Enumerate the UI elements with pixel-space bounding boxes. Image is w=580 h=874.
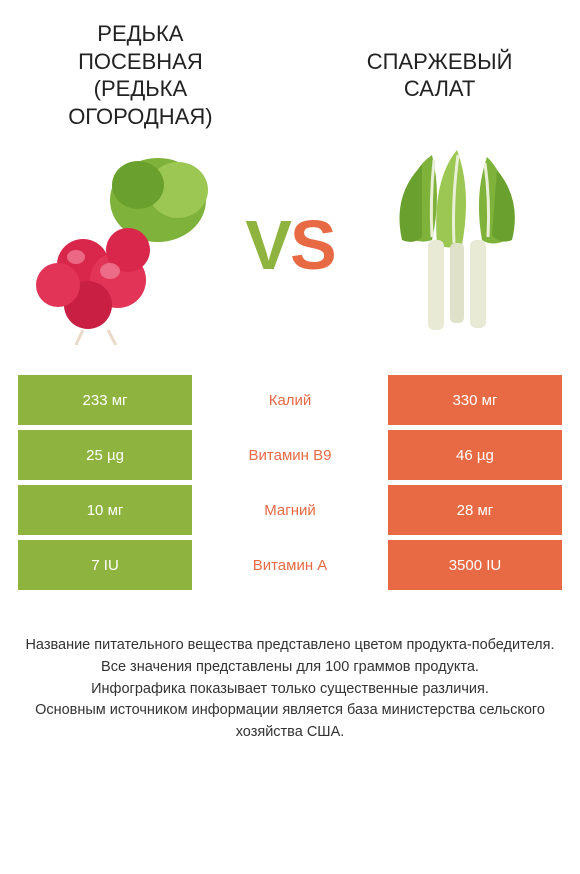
left-value: 10 мг bbox=[18, 485, 192, 535]
left-value: 25 µg bbox=[18, 430, 192, 480]
right-value: 330 мг bbox=[388, 375, 562, 425]
table-row: 25 µg Витамин B9 46 µg bbox=[18, 430, 562, 480]
right-food-image bbox=[362, 145, 552, 345]
vs-label: VS bbox=[245, 210, 334, 280]
title-text: ОГОРОДНАЯ) bbox=[68, 104, 212, 129]
radish-icon bbox=[28, 145, 218, 345]
table-row: 10 мг Магний 28 мг bbox=[18, 485, 562, 535]
title-text: (РЕДЬКА bbox=[94, 76, 188, 101]
right-value: 46 µg bbox=[388, 430, 562, 480]
right-food-title: СПАРЖЕВЫЙ САЛАТ bbox=[317, 48, 562, 103]
title-text: ПОСЕВНАЯ bbox=[78, 49, 203, 74]
nutrient-label: Калий bbox=[192, 375, 388, 425]
footnote-line: Инфографика показывает только существенн… bbox=[91, 681, 489, 697]
vs-s: S bbox=[290, 206, 335, 284]
right-value: 28 мг bbox=[388, 485, 562, 535]
left-value: 233 мг bbox=[18, 375, 192, 425]
footnote-line: Все значения представлены для 100 граммо… bbox=[101, 659, 479, 675]
footnote-line: Основным источником информации является … bbox=[35, 702, 545, 740]
right-value: 3500 IU bbox=[388, 540, 562, 590]
comparison-table: 233 мг Калий 330 мг 25 µg Витамин B9 46 … bbox=[18, 375, 562, 590]
left-food-title: РЕДЬКА ПОСЕВНАЯ (РЕДЬКА ОГОРОДНАЯ) bbox=[18, 20, 263, 130]
title-text: РЕДЬКА bbox=[97, 21, 183, 46]
vs-v: V bbox=[245, 206, 290, 284]
left-value: 7 IU bbox=[18, 540, 192, 590]
header-row: РЕДЬКА ПОСЕВНАЯ (РЕДЬКА ОГОРОДНАЯ) СПАРЖ… bbox=[18, 20, 562, 130]
table-row: 233 мг Калий 330 мг bbox=[18, 375, 562, 425]
celtuce-icon bbox=[362, 145, 552, 345]
nutrient-label: Магний bbox=[192, 485, 388, 535]
footnote: Название питательного вещества представл… bbox=[18, 635, 562, 744]
left-food-image bbox=[28, 145, 218, 345]
table-row: 7 IU Витамин A 3500 IU bbox=[18, 540, 562, 590]
nutrient-label: Витамин A bbox=[192, 540, 388, 590]
images-row: VS bbox=[18, 145, 562, 345]
nutrient-label: Витамин B9 bbox=[192, 430, 388, 480]
footnote-line: Название питательного вещества представл… bbox=[25, 637, 554, 653]
title-text: СПАРЖЕВЫЙ bbox=[367, 49, 513, 74]
title-text: САЛАТ bbox=[404, 76, 475, 101]
